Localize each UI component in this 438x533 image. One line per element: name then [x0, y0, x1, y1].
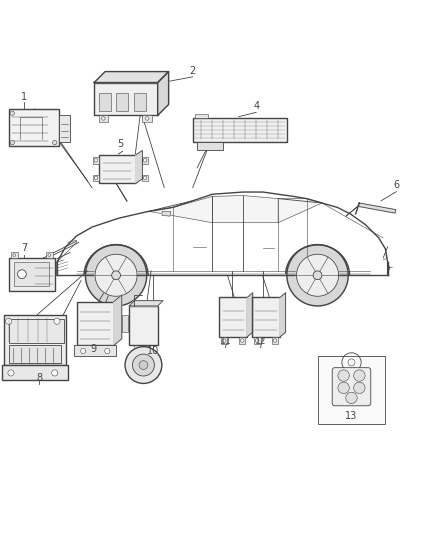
Text: 7: 7	[21, 244, 27, 253]
Bar	[99, 93, 111, 111]
Circle shape	[18, 270, 26, 279]
Bar	[99, 115, 108, 122]
Circle shape	[132, 354, 154, 376]
Circle shape	[54, 318, 60, 324]
Bar	[239, 336, 245, 344]
Circle shape	[6, 318, 12, 324]
Circle shape	[273, 339, 277, 342]
Bar	[14, 262, 49, 286]
Polygon shape	[114, 295, 122, 345]
Circle shape	[81, 349, 86, 354]
Bar	[59, 115, 70, 142]
Circle shape	[10, 140, 14, 145]
Circle shape	[10, 111, 14, 115]
Polygon shape	[85, 245, 147, 306]
Bar	[122, 314, 128, 332]
Circle shape	[338, 370, 350, 381]
Bar	[252, 297, 280, 336]
Polygon shape	[129, 301, 163, 306]
Bar	[221, 336, 228, 344]
Bar	[74, 345, 116, 356]
Bar	[9, 345, 61, 363]
Circle shape	[53, 140, 57, 145]
Circle shape	[145, 117, 149, 120]
Circle shape	[94, 176, 98, 180]
Bar	[195, 114, 208, 118]
Circle shape	[255, 339, 259, 342]
Circle shape	[354, 370, 365, 381]
Bar	[193, 118, 287, 142]
Text: 4: 4	[253, 101, 259, 111]
Polygon shape	[212, 196, 278, 223]
Text: 10: 10	[147, 346, 159, 356]
Bar	[77, 302, 114, 345]
Circle shape	[240, 339, 244, 342]
Bar	[9, 109, 59, 146]
Text: 1: 1	[21, 92, 27, 102]
Polygon shape	[158, 71, 169, 115]
Bar	[142, 157, 148, 164]
Circle shape	[354, 382, 365, 393]
Circle shape	[13, 254, 16, 256]
Circle shape	[313, 271, 322, 280]
Text: 8: 8	[36, 373, 42, 383]
Bar	[142, 115, 152, 122]
Polygon shape	[162, 212, 171, 216]
Polygon shape	[278, 199, 322, 223]
Bar	[46, 253, 53, 258]
Circle shape	[143, 176, 147, 180]
Text: 11: 11	[220, 337, 231, 346]
Circle shape	[8, 370, 14, 376]
Text: 5: 5	[117, 139, 124, 149]
Circle shape	[125, 346, 162, 383]
Polygon shape	[95, 254, 137, 296]
Circle shape	[338, 382, 350, 393]
Bar	[93, 157, 99, 164]
Bar	[134, 93, 146, 111]
Polygon shape	[136, 150, 142, 183]
Bar	[9, 319, 64, 343]
Text: 9: 9	[90, 344, 96, 354]
Bar	[94, 83, 158, 115]
Circle shape	[102, 117, 105, 120]
Polygon shape	[280, 293, 286, 336]
Bar	[219, 297, 247, 336]
Bar	[318, 356, 385, 424]
Bar	[116, 93, 128, 111]
Text: 12: 12	[255, 337, 266, 346]
Bar	[272, 336, 278, 344]
Bar	[129, 306, 158, 345]
Bar	[142, 174, 148, 181]
Circle shape	[105, 349, 110, 354]
Bar	[2, 365, 68, 381]
Polygon shape	[359, 203, 396, 213]
Circle shape	[143, 158, 147, 162]
Bar	[4, 314, 66, 365]
Polygon shape	[149, 197, 212, 223]
Polygon shape	[297, 254, 339, 296]
Circle shape	[94, 158, 98, 162]
Circle shape	[139, 361, 148, 369]
Bar	[197, 142, 223, 150]
Circle shape	[112, 271, 120, 280]
Polygon shape	[287, 245, 348, 306]
Circle shape	[346, 392, 357, 403]
Circle shape	[52, 370, 58, 376]
Circle shape	[48, 254, 50, 256]
Text: 2: 2	[190, 66, 196, 76]
Bar	[9, 258, 55, 290]
Polygon shape	[247, 293, 253, 336]
Text: 13: 13	[346, 410, 357, 421]
FancyBboxPatch shape	[332, 368, 371, 406]
Bar	[11, 253, 18, 258]
Polygon shape	[94, 71, 169, 83]
Bar	[254, 336, 261, 344]
Text: 6: 6	[393, 180, 399, 190]
Bar	[93, 174, 99, 181]
Circle shape	[223, 339, 226, 342]
Bar	[99, 155, 136, 183]
